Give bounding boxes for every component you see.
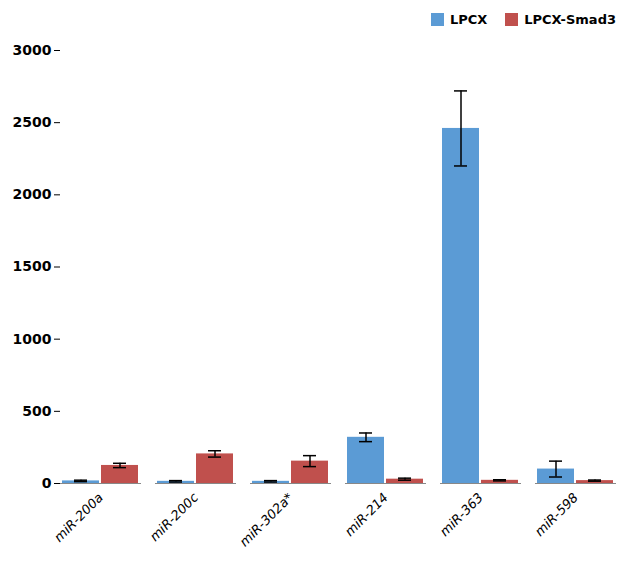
svg-text:1000: 1000 — [13, 331, 52, 347]
svg-text:500: 500 — [22, 403, 51, 419]
html-text:LPCX-Smad3: LPCX-Smad3 — [524, 11, 616, 27]
svg-text:miR-200a: miR-200a — [51, 490, 106, 545]
svg-text:miR-214: miR-214 — [342, 490, 391, 539]
svg-text:miR-363: miR-363 — [437, 490, 486, 539]
svg-text:miR-200c: miR-200c — [147, 490, 201, 544]
svg-text:0: 0 — [42, 475, 52, 491]
svg-text:miR-598: miR-598 — [532, 490, 581, 539]
svg-text:2000: 2000 — [13, 186, 52, 202]
svg-text:1500: 1500 — [13, 258, 52, 274]
svg-text:2500: 2500 — [13, 114, 52, 130]
html-text:LPCX: LPCX — [449, 11, 488, 27]
svg-text:miR-302a*: miR-302a* — [236, 489, 296, 549]
svg-text:3000: 3000 — [13, 42, 52, 58]
